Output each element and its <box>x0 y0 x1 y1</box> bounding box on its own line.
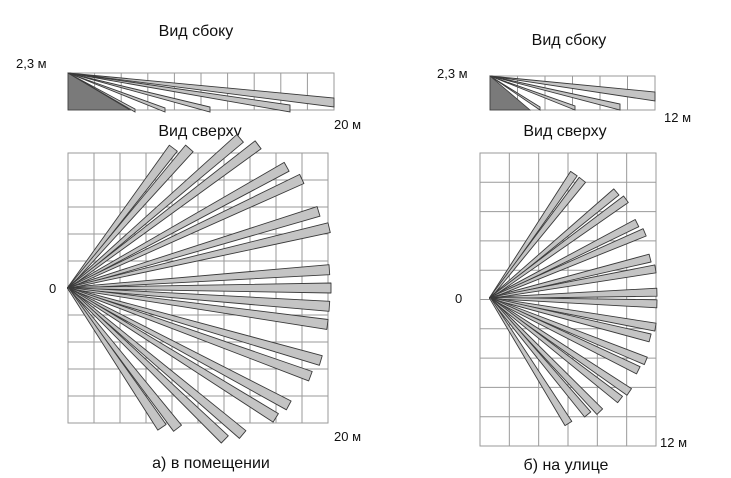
side-view-grid <box>489 75 656 111</box>
side-range-label: 12 м <box>664 110 691 125</box>
panel-caption: б) на улице <box>524 457 609 474</box>
detection-beam <box>67 72 291 113</box>
height-label: 2,3 м <box>16 56 47 71</box>
detection-beam <box>67 72 335 108</box>
top-view-grid <box>479 152 658 447</box>
top-view-title: Вид сверху <box>158 123 241 140</box>
side-range-label: 20 м <box>334 117 361 132</box>
top-view-grid <box>67 134 332 444</box>
detection-beam <box>489 75 576 111</box>
height-label: 2,3 м <box>437 66 468 81</box>
side-view-title: Вид сбоку <box>532 32 607 49</box>
detection-beam <box>489 75 656 102</box>
origin-label: 0 <box>49 281 56 296</box>
top-view-title: Вид сверху <box>523 123 606 140</box>
panel-caption: а) в помещении <box>152 455 270 472</box>
panel-outdoor: Вид сбоку 2,3 м 12 м Вид сверху 0 12 м б… <box>437 32 691 474</box>
detection-beam <box>67 161 290 289</box>
near-zone-shading <box>489 75 532 111</box>
side-view-title: Вид сбоку <box>159 23 234 40</box>
detection-beam <box>489 75 541 111</box>
panel-indoor: Вид сбоку 2,3 м 20 м Вид сверху 0 20 м а… <box>16 23 361 472</box>
detection-beam <box>67 72 136 113</box>
detection-beam <box>67 72 166 113</box>
top-range-label: 12 м <box>660 435 687 450</box>
side-view-grid <box>67 72 335 113</box>
top-range-label: 20 м <box>334 429 361 444</box>
detection-beam <box>489 75 621 111</box>
origin-label: 0 <box>455 291 462 306</box>
detection-beam <box>67 72 211 113</box>
